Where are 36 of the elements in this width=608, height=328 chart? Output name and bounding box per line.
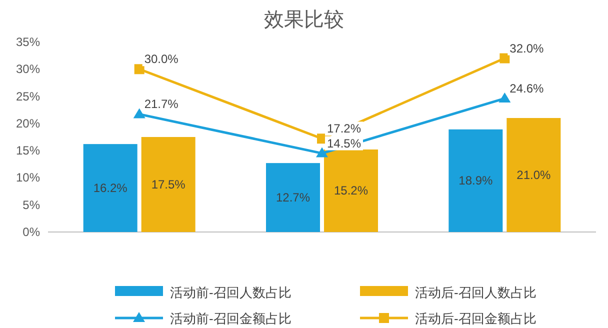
data-label: 18.9%	[458, 174, 494, 188]
data-label: 21.0%	[516, 168, 552, 182]
bar	[506, 118, 561, 232]
bar	[324, 149, 378, 232]
y-tick-label: 20%	[16, 116, 40, 130]
bar	[141, 137, 196, 232]
data-label: 15.2%	[334, 184, 368, 198]
data-label: 12.7%	[276, 190, 310, 205]
data-label: 14.5%	[326, 136, 362, 150]
data-label: 16.2%	[93, 181, 128, 196]
legend-label: 活动前-召回金额占比	[170, 311, 292, 326]
data-label: 32.0%	[510, 41, 544, 56]
bar	[83, 144, 138, 232]
point	[316, 147, 328, 158]
data-label: 17.2%	[326, 122, 362, 136]
y-tick-label: 5%	[22, 198, 40, 212]
data-label: 21.7%	[144, 97, 179, 112]
legend-label: 活动前-召回人数占比	[170, 285, 292, 300]
y-tick-label: 35%	[16, 35, 40, 49]
y-tick-label: 15%	[16, 144, 40, 158]
y-tick-label: 25%	[16, 89, 40, 104]
legend-label: 活动后-召回金额占比	[415, 311, 536, 326]
y-tick-label: 30%	[16, 62, 40, 76]
data-label: 24.6%	[510, 81, 544, 96]
bar	[266, 163, 320, 232]
chart-title: 效果比较	[264, 9, 344, 31]
y-tick-label: 0%	[22, 225, 40, 239]
data-label: 17.5%	[151, 178, 186, 192]
point	[134, 64, 144, 74]
legend-label: 活动后-召回人数占比	[415, 285, 536, 300]
y-tick-label: 10%	[16, 170, 40, 185]
point	[133, 108, 146, 118]
point	[498, 92, 511, 102]
point	[500, 53, 510, 64]
bar	[448, 129, 503, 232]
data-label: 30.0%	[144, 52, 179, 66]
